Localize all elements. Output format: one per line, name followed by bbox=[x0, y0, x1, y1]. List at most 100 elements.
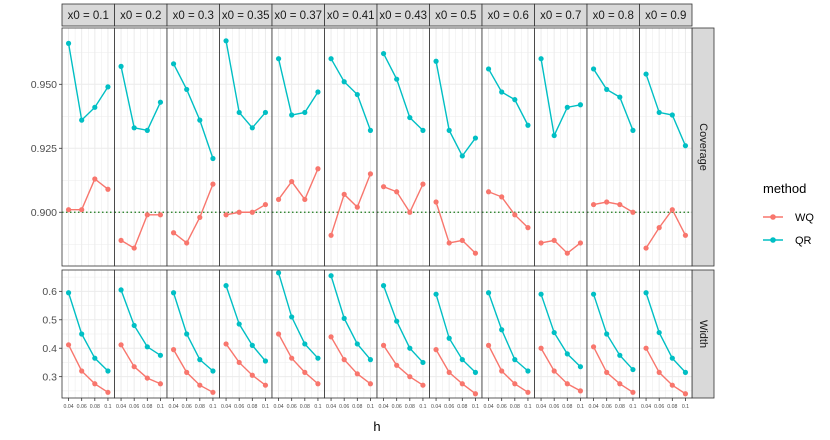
x-tick-label: 0.06 bbox=[339, 404, 349, 410]
data-point-wq bbox=[630, 209, 636, 215]
data-point-qr bbox=[551, 329, 557, 336]
series-line-wq bbox=[593, 201, 634, 213]
data-point-wq bbox=[630, 389, 636, 395]
row-strip-label: Width bbox=[697, 320, 709, 348]
series-line-qr bbox=[330, 58, 372, 131]
data-point-wq bbox=[564, 250, 570, 256]
x-tick-label: 0.1 bbox=[209, 404, 216, 410]
data-point-wq bbox=[407, 374, 413, 380]
data-point-wq bbox=[380, 342, 387, 348]
series-line-wq bbox=[435, 201, 476, 254]
data-point-qr bbox=[525, 122, 531, 128]
data-point-wq bbox=[525, 389, 531, 395]
series-line-qr bbox=[382, 53, 424, 131]
x-tick-label: 0.06 bbox=[602, 404, 612, 410]
data-point-wq bbox=[354, 204, 360, 210]
data-point-wq bbox=[223, 212, 229, 218]
series-line-qr bbox=[67, 292, 109, 372]
data-point-qr bbox=[184, 86, 190, 93]
data-point-wq bbox=[223, 341, 229, 347]
facet-strip bbox=[639, 3, 693, 27]
data-point-wq bbox=[79, 207, 85, 213]
series-line-wq bbox=[120, 344, 161, 385]
data-point-qr bbox=[512, 97, 518, 103]
data-point-wq bbox=[590, 201, 597, 208]
data-point-wq bbox=[328, 232, 334, 238]
series-line-wq bbox=[120, 214, 161, 250]
data-point-qr bbox=[446, 335, 452, 341]
facet-strip-label: x0 = 0.9 bbox=[645, 10, 686, 22]
data-point-wq bbox=[262, 382, 269, 388]
series-line-qr bbox=[330, 275, 371, 361]
panel-border bbox=[639, 27, 693, 267]
series-line-qr bbox=[382, 285, 424, 363]
data-point-wq bbox=[604, 199, 610, 205]
data-point-qr bbox=[420, 359, 426, 366]
data-point-qr bbox=[630, 366, 636, 373]
x-tick-label: 0.1 bbox=[682, 404, 689, 410]
data-point-qr bbox=[643, 71, 649, 77]
x-tick-label: 0.04 bbox=[64, 404, 74, 410]
data-point-qr bbox=[485, 290, 492, 296]
x-tick-label: 0.04 bbox=[589, 404, 599, 410]
series-line-wq bbox=[68, 177, 109, 211]
data-point-qr bbox=[525, 368, 531, 374]
data-point-qr bbox=[157, 99, 164, 105]
series-line-qr bbox=[172, 63, 214, 159]
data-point-qr bbox=[315, 89, 321, 95]
data-point-wq bbox=[617, 381, 623, 387]
series-line-wq bbox=[383, 183, 424, 214]
facet-strip-label: x0 = 0.1 bbox=[68, 10, 109, 22]
data-point-qr bbox=[499, 327, 505, 333]
data-point-wq bbox=[551, 237, 557, 244]
data-point-qr bbox=[472, 135, 479, 141]
data-point-wq bbox=[446, 240, 452, 246]
y-tick-label: 0.925 bbox=[31, 143, 57, 155]
data-point-wq bbox=[590, 344, 597, 350]
x-tick-label: 0.06 bbox=[287, 404, 297, 410]
data-point-wq bbox=[433, 347, 439, 353]
data-point-wq bbox=[184, 369, 190, 375]
data-point-qr bbox=[144, 127, 150, 133]
data-point-qr bbox=[538, 56, 544, 62]
x-tick-label: 0.06 bbox=[77, 404, 87, 410]
y-tick-label: 0.4 bbox=[42, 343, 57, 355]
data-point-qr bbox=[656, 329, 662, 336]
data-point-wq bbox=[341, 357, 347, 363]
data-point-qr bbox=[118, 63, 124, 69]
data-point-wq bbox=[131, 245, 137, 251]
data-point-wq bbox=[499, 194, 505, 200]
data-point-qr bbox=[236, 109, 242, 116]
data-point-wq bbox=[512, 381, 518, 387]
facet-strip-label: x0 = 0.8 bbox=[593, 10, 634, 22]
data-point-qr bbox=[564, 351, 570, 357]
x-tick-label: 0.1 bbox=[104, 404, 111, 410]
data-point-qr bbox=[236, 321, 242, 327]
data-point-qr bbox=[367, 357, 374, 363]
data-point-wq bbox=[499, 368, 505, 374]
data-point-qr bbox=[65, 290, 72, 296]
data-point-qr bbox=[446, 127, 452, 133]
series-line-wq bbox=[645, 347, 686, 395]
data-point-wq bbox=[446, 369, 452, 375]
data-point-wq bbox=[249, 209, 255, 215]
data-point-wq bbox=[433, 199, 439, 205]
data-point-qr bbox=[407, 114, 413, 121]
series-line-wq bbox=[435, 349, 476, 395]
data-point-qr bbox=[354, 341, 360, 347]
data-point-qr bbox=[512, 357, 518, 363]
data-point-qr bbox=[380, 50, 387, 57]
data-point-qr bbox=[485, 66, 492, 72]
x-tick-label: 0.1 bbox=[524, 404, 531, 410]
data-point-wq bbox=[236, 209, 242, 215]
data-point-wq bbox=[170, 347, 177, 353]
data-point-qr bbox=[617, 94, 623, 100]
data-point-wq bbox=[341, 191, 347, 197]
series-line-qr bbox=[120, 289, 161, 356]
series-line-wq bbox=[225, 203, 266, 216]
data-point-qr bbox=[577, 102, 584, 108]
series-line-qr bbox=[540, 58, 581, 138]
data-point-wq bbox=[512, 212, 518, 218]
data-point-qr bbox=[184, 331, 190, 337]
series-line-wq bbox=[540, 239, 581, 255]
